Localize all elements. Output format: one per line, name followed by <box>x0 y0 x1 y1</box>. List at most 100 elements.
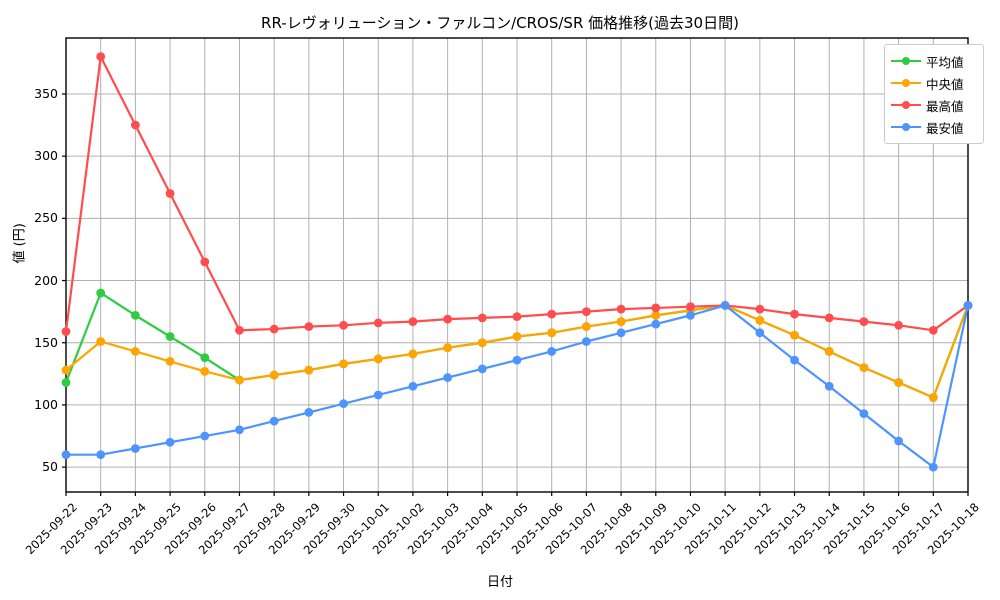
legend-label-max: 最高値 <box>926 98 964 114</box>
data-point <box>304 322 314 331</box>
data-point <box>61 327 71 336</box>
data-point <box>443 343 453 353</box>
data-point <box>859 363 869 373</box>
data-point <box>477 338 487 348</box>
data-point <box>130 347 140 356</box>
legend-item-min: 最安値 <box>891 116 977 138</box>
legend-swatch-median <box>891 76 921 90</box>
data-point <box>408 317 418 326</box>
data-point <box>477 364 487 374</box>
data-point <box>269 324 279 334</box>
data-point <box>235 325 244 335</box>
data-point <box>859 317 869 326</box>
data-point <box>61 365 71 375</box>
data-point <box>96 288 106 298</box>
data-point <box>512 312 522 322</box>
data-point <box>373 354 383 364</box>
legend-label-mean: 平均値 <box>926 54 964 70</box>
legend-item-mean: 平均値 <box>891 50 977 72</box>
data-point <box>790 309 799 319</box>
data-point <box>200 431 210 441</box>
data-point <box>651 319 661 329</box>
data-point <box>686 310 695 320</box>
data-point <box>130 310 140 320</box>
data-point <box>408 349 418 359</box>
data-point <box>720 301 730 310</box>
legend-label-min: 最安値 <box>926 120 964 136</box>
data-point <box>130 120 140 130</box>
data-point <box>581 307 591 317</box>
data-point <box>824 313 834 323</box>
data-point <box>547 309 557 319</box>
data-point <box>755 315 765 325</box>
data-point <box>824 381 834 391</box>
data-point <box>339 359 348 369</box>
data-point <box>200 353 210 363</box>
data-point <box>408 381 418 391</box>
data-point <box>616 328 626 338</box>
data-point <box>547 347 557 356</box>
legend-item-max: 最高値 <box>891 94 977 116</box>
data-point <box>477 313 487 323</box>
chart-legend: 平均値 中央値 最高値 最安値 <box>884 44 984 144</box>
data-point <box>235 425 244 435</box>
data-point <box>269 416 279 426</box>
x-axis-label: 日付 <box>486 575 513 590</box>
data-point <box>790 355 799 365</box>
data-point <box>130 444 140 453</box>
data-point <box>512 355 522 365</box>
data-point <box>200 257 210 267</box>
y-tick-label: 100 <box>34 396 58 412</box>
y-tick-label: 250 <box>34 210 58 226</box>
y-tick-label: 200 <box>34 272 58 288</box>
data-point <box>616 304 626 314</box>
legend-swatch-mean <box>891 54 921 68</box>
data-point <box>824 347 834 356</box>
data-point <box>443 314 453 324</box>
data-point <box>200 366 210 376</box>
data-point <box>165 332 175 341</box>
y-tick-label: 50 <box>42 459 58 475</box>
data-point <box>96 52 106 62</box>
y-tick-label: 150 <box>34 334 58 350</box>
data-point <box>269 370 279 380</box>
data-point <box>651 310 661 320</box>
data-point <box>755 304 765 314</box>
data-point <box>235 375 244 385</box>
legend-swatch-min <box>891 120 921 134</box>
data-point <box>96 450 106 460</box>
data-point <box>61 450 71 460</box>
y-tick-label: 300 <box>34 148 58 164</box>
data-point <box>616 317 626 326</box>
legend-item-median: 中央値 <box>891 72 977 94</box>
data-point <box>928 393 938 402</box>
legend-swatch-max <box>891 98 921 112</box>
data-point <box>165 189 175 198</box>
data-point <box>339 399 348 409</box>
data-point <box>339 320 348 330</box>
data-point <box>686 302 695 312</box>
data-point <box>165 356 175 366</box>
chart-title: RR-レヴォリューション・ファルコン/CROS/SR 価格推移(過去30日間) <box>261 14 739 32</box>
data-point <box>928 462 938 472</box>
data-point <box>894 378 904 387</box>
data-point <box>512 332 522 341</box>
data-point <box>443 373 453 382</box>
data-point <box>373 390 383 400</box>
y-axis-label: 値 (円) <box>12 223 28 264</box>
data-point <box>894 320 904 330</box>
data-point <box>373 318 383 328</box>
data-point <box>96 337 106 346</box>
data-point <box>581 322 591 331</box>
data-point <box>304 365 314 375</box>
data-point <box>790 330 799 340</box>
data-point <box>581 337 591 346</box>
y-tick-label: 350 <box>34 85 58 101</box>
data-point <box>755 328 765 338</box>
data-point <box>61 378 71 387</box>
data-point <box>547 328 557 338</box>
data-point <box>651 303 661 313</box>
data-point <box>963 301 973 310</box>
legend-label-median: 中央値 <box>926 76 964 92</box>
